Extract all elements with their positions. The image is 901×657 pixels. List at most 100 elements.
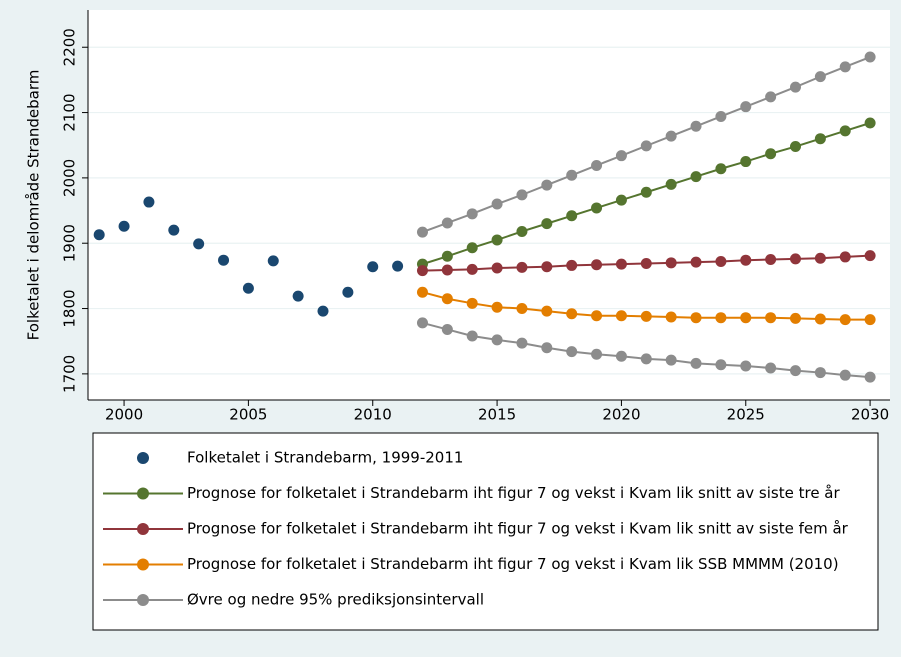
x-tick-label: 2000 [105,406,143,424]
y-tick-label: 2100 [61,93,79,131]
point [491,301,503,313]
legend-label: Prognose for folketalet i Strandebarm ih… [187,520,849,538]
point [790,81,802,93]
point [392,260,404,272]
legend-marker [137,487,149,500]
point [441,323,453,335]
point [864,51,876,63]
point [640,310,652,322]
point [715,110,727,122]
legend-label: Folketalet i Strandebarm, 1999-2011 [187,449,463,467]
point [790,141,802,153]
point [267,255,279,267]
point [715,359,727,371]
point [839,125,851,137]
point [765,254,777,266]
point [690,171,702,183]
point [690,120,702,132]
point [665,130,677,142]
y-axis-label: Folketalet i delområde Strandebarm [25,70,43,341]
point [740,254,752,266]
point [665,257,677,269]
point [416,286,428,298]
point [591,348,603,360]
point [491,198,503,210]
legend-label: Prognose for folketalet i Strandebarm ih… [187,555,839,573]
x-tick-label: 2005 [229,406,267,424]
point [516,337,528,349]
plot-area [88,10,890,400]
point [814,367,826,379]
point [242,282,254,294]
x-tick-label: 2010 [354,406,392,424]
point [839,251,851,263]
point [566,308,578,320]
point [615,310,627,322]
x-tick-label: 2015 [478,406,516,424]
point [516,225,528,237]
point [864,117,876,129]
point [640,186,652,198]
point [665,354,677,366]
point [143,196,155,208]
point [615,150,627,162]
point [690,357,702,369]
point [814,313,826,325]
point [790,365,802,377]
point [342,286,354,298]
point [864,314,876,326]
point [765,91,777,103]
point [715,256,727,268]
point [864,371,876,383]
point [640,140,652,152]
point [541,305,553,317]
point [441,264,453,276]
point [541,179,553,191]
point [441,293,453,305]
point [193,238,205,250]
x-tick-label: 2020 [602,406,640,424]
x-tick-label: 2025 [727,406,765,424]
legend-marker [137,594,149,606]
point [566,259,578,271]
point [591,202,603,214]
point [416,317,428,329]
point [566,210,578,222]
point [690,256,702,268]
point [367,261,379,273]
point [640,353,652,365]
point [615,194,627,206]
y-tick-label: 1900 [61,224,79,262]
point [814,71,826,83]
point [615,258,627,270]
point [93,229,105,241]
point [541,342,553,354]
point [566,169,578,181]
y-tick-label: 2200 [61,28,79,66]
legend-marker [137,558,149,571]
point [665,311,677,323]
legend-label: Prognose for folketalet i Strandebarm ih… [187,484,841,502]
point [466,263,478,275]
point [441,250,453,262]
point [839,314,851,326]
point [740,360,752,372]
x-tick-label: 2030 [851,406,889,424]
legend [92,432,879,631]
point [839,369,851,381]
point [516,303,528,315]
point [665,178,677,190]
legend-marker [137,523,149,535]
point [591,159,603,171]
point [218,254,230,266]
y-tick-label: 1800 [61,289,79,327]
point [168,224,180,236]
point [765,148,777,160]
point [516,189,528,201]
point [690,312,702,324]
point [740,156,752,168]
legend-label: Øvre og nedre 95% prediksjonsintervall [187,591,484,609]
point [416,265,428,277]
point [118,220,130,232]
